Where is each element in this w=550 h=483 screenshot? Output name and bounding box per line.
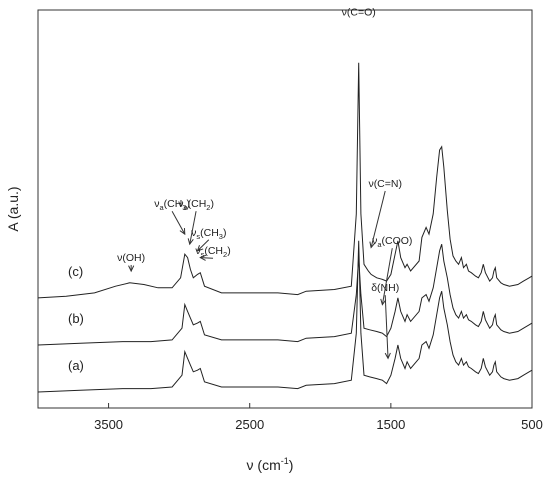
- annotation-arrowhead: [369, 241, 376, 249]
- trace-label-3: (c): [68, 264, 83, 279]
- annotation-arrowhead: [187, 238, 194, 246]
- annotation-arrowhead: [199, 254, 207, 261]
- spectrum-line-1: [37, 240, 533, 393]
- annotation-arrow: [200, 257, 214, 259]
- annotation-vco: ν(C=O): [342, 7, 376, 19]
- annotation-arrow: [370, 190, 386, 248]
- annotation-dnh: δ(NH): [371, 282, 399, 294]
- annotation-arrowhead: [128, 265, 135, 273]
- spectrum-line-3: [37, 62, 533, 299]
- annotation-arrow: [189, 211, 197, 245]
- x-axis-ticks: 3500 2500 1500 500: [94, 403, 543, 432]
- annotation-vcn: ν(C=N): [368, 178, 402, 190]
- annotation-voh: ν(OH): [117, 252, 145, 264]
- x-tick-label: 1500: [376, 417, 405, 432]
- annotation-vsch2: νs(CH2): [195, 245, 230, 259]
- x-tick-label: 3500: [94, 417, 123, 432]
- annotation-arrow: [384, 295, 389, 359]
- annotation-arrowhead: [196, 245, 204, 252]
- x-axis-title: ν (cm-1): [247, 456, 294, 473]
- y-axis-title: A (a.u.): [5, 186, 21, 231]
- annotation-vach2: νa(CH2): [178, 198, 214, 212]
- annotation-arrowhead: [179, 228, 186, 236]
- annotation-vach3: νa(CH3): [154, 198, 190, 212]
- annotation-arrowhead: [384, 352, 391, 360]
- annotation-arrow: [171, 210, 186, 235]
- annotation-vsch3: νs(CH3): [191, 227, 226, 241]
- trace-label-2: (b): [68, 311, 84, 326]
- traces: (a) (b) (c): [37, 62, 533, 393]
- plot-frame: [37, 9, 533, 409]
- annotations: ν(OH) νa(CH3)νa(CH2) νs(CH3) νs(CH2) ν(C=O) ν…: [117, 7, 412, 360]
- annotation-arrow: [381, 248, 393, 305]
- x-tick-label: 500: [521, 417, 543, 432]
- annotation-arrow: [197, 239, 210, 252]
- annotation-arrowhead: [380, 298, 387, 306]
- x-tick-label: 2500: [235, 417, 264, 432]
- trace-label-1: (a): [68, 358, 84, 373]
- spectrum-line-2: [37, 244, 533, 346]
- annotation-vacoo: νa(COO): [372, 235, 412, 249]
